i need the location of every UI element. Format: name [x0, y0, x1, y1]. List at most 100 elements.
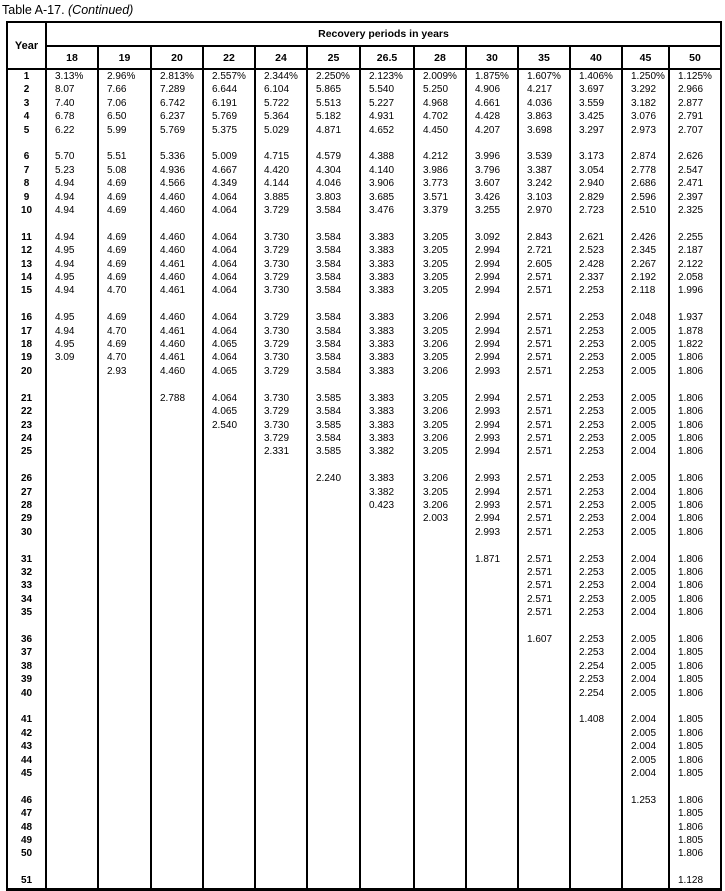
- value-cell: 3.584: [306, 431, 361, 446]
- value-cell: 2.813%: [150, 69, 204, 84]
- value-cell: 4.460: [150, 311, 204, 325]
- value-cell: 3.383: [359, 324, 415, 339]
- table-row: 4 6.78 6.50 6.237 5.769 5.364 5.182 4.931 4.702 4…: [6, 110, 722, 124]
- year-cell: 49: [6, 834, 47, 848]
- value-cell: [202, 793, 256, 808]
- spacer-cell: [254, 297, 308, 312]
- spacer-cell: [45, 780, 99, 794]
- value-cell: [413, 847, 467, 861]
- value-cell: 3.584: [306, 364, 361, 379]
- year-cell: 10: [6, 204, 47, 218]
- value-cell: 1.937: [668, 311, 722, 325]
- value-cell: 2.994: [465, 445, 519, 459]
- value-cell: 2.993: [465, 498, 519, 513]
- value-cell: 2.004: [621, 445, 670, 459]
- value-cell: 1.406%: [569, 69, 623, 84]
- spacer-cell: [413, 699, 467, 714]
- spacer-cell: [150, 619, 204, 633]
- value-cell: 1.806: [668, 525, 722, 540]
- value-cell: [97, 606, 152, 620]
- value-cell: [465, 592, 519, 607]
- value-cell: 3.584: [306, 204, 361, 218]
- value-cell: [202, 632, 256, 647]
- table-row: 30 2.993 2.571 2.253 2.005 1.806: [6, 525, 722, 540]
- value-cell: [621, 847, 670, 861]
- value-cell: [306, 485, 361, 499]
- value-cell: [465, 565, 519, 580]
- column-header-28: 28: [413, 45, 467, 70]
- value-cell: 5.23: [45, 163, 99, 178]
- value-cell: [359, 874, 415, 890]
- value-cell: 3.584: [306, 311, 361, 325]
- value-cell: [465, 606, 519, 620]
- value-cell: 5.336: [150, 150, 204, 164]
- value-cell: 4.461: [150, 351, 204, 365]
- value-cell: [413, 686, 467, 700]
- value-cell: [45, 820, 99, 835]
- value-cell: [306, 807, 361, 821]
- value-cell: [359, 767, 415, 781]
- value-cell: [254, 659, 308, 674]
- value-cell: [45, 646, 99, 660]
- spacer-cell: [668, 780, 722, 794]
- value-cell: 3.584: [306, 324, 361, 339]
- value-cell: 2.994: [465, 418, 519, 432]
- value-cell: 1.607%: [517, 69, 571, 84]
- table-row: 48 1.806: [6, 820, 722, 835]
- spacer-cell: [621, 780, 670, 794]
- value-cell: 2.994: [465, 311, 519, 325]
- value-cell: 1.805: [668, 740, 722, 754]
- value-cell: 2.788: [150, 391, 204, 406]
- value-cell: [621, 820, 670, 835]
- value-cell: [254, 552, 308, 566]
- year-cell: 36: [6, 632, 47, 647]
- value-cell: [621, 807, 670, 821]
- value-cell: [254, 673, 308, 687]
- value-cell: 2.345: [621, 244, 670, 258]
- value-cell: [465, 834, 519, 848]
- value-cell: 3.796: [465, 163, 519, 178]
- value-cell: 3.255: [465, 204, 519, 218]
- value-cell: 3.205: [413, 284, 467, 298]
- spacer-row: [6, 458, 722, 473]
- year-cell: 22: [6, 405, 47, 419]
- spacer-cell: [668, 458, 722, 473]
- spacer-cell: [202, 378, 256, 392]
- value-cell: 4.065: [202, 364, 256, 379]
- value-cell: 2.253: [569, 324, 623, 339]
- spacer-cell: [465, 297, 519, 312]
- value-cell: 2.93: [97, 364, 152, 379]
- value-cell: 2.994: [465, 338, 519, 352]
- value-cell: 4.064: [202, 324, 256, 339]
- value-cell: 3.730: [254, 418, 308, 432]
- value-cell: [97, 525, 152, 540]
- value-cell: 1.805: [668, 767, 722, 781]
- table-row: 19 3.09 4.70 4.461 4.064 3.730 3.584 3.383 3.205…: [6, 351, 722, 365]
- spacer-cell: [97, 297, 152, 312]
- value-cell: [413, 713, 467, 727]
- value-cell: 4.144: [254, 177, 308, 191]
- value-cell: 2.791: [668, 110, 722, 124]
- value-cell: [150, 753, 204, 767]
- value-cell: [97, 391, 152, 406]
- spacer-cell: [621, 619, 670, 633]
- value-cell: [569, 767, 623, 781]
- value-cell: [413, 753, 467, 767]
- value-cell: 2.003: [413, 512, 467, 526]
- value-cell: [254, 565, 308, 580]
- value-cell: 4.036: [517, 96, 571, 111]
- column-header-45: 45: [621, 45, 670, 70]
- value-cell: 7.06: [97, 96, 152, 111]
- value-cell: [254, 874, 308, 890]
- spacer-cell: [45, 378, 99, 392]
- value-cell: [97, 847, 152, 861]
- value-cell: 1.806: [668, 405, 722, 419]
- value-cell: [517, 740, 571, 754]
- spacer-cell: [359, 780, 415, 794]
- value-cell: 3.383: [359, 391, 415, 406]
- value-cell: 5.70: [45, 150, 99, 164]
- spacer-cell: [569, 860, 623, 875]
- spacer-cell: [150, 860, 204, 875]
- value-cell: [413, 726, 467, 741]
- value-cell: 2.571: [517, 552, 571, 566]
